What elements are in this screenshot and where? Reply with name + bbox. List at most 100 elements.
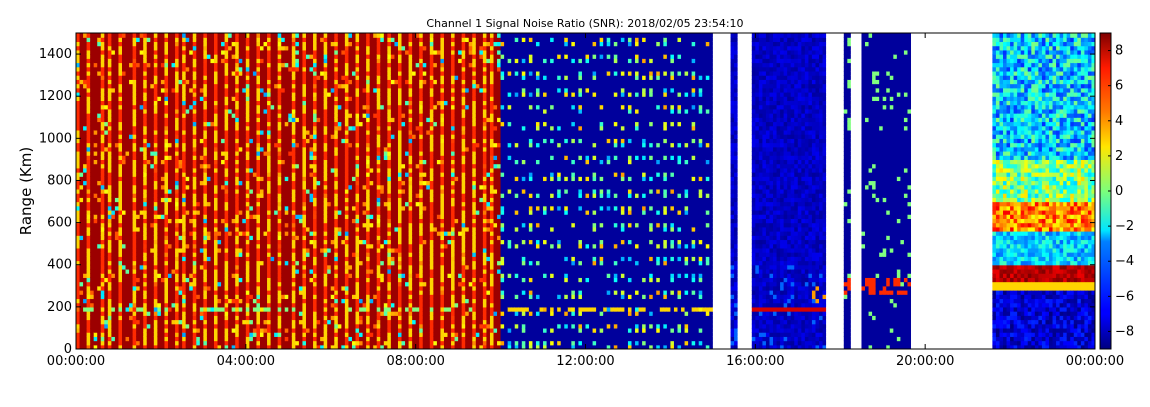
heatmap-cell — [231, 311, 236, 316]
heatmap-cell — [277, 96, 282, 102]
heatmap-cell — [298, 298, 304, 304]
heatmap-cell — [118, 58, 123, 64]
heatmap-cell — [122, 323, 127, 329]
heatmap-cell — [76, 290, 81, 295]
heatmap-cell — [150, 138, 155, 144]
heatmap-cell — [132, 91, 137, 97]
heatmap-cell — [182, 209, 187, 215]
heatmap-cell — [238, 87, 243, 93]
heatmap-cell — [185, 146, 190, 152]
heatmap-cell — [298, 273, 304, 278]
heatmap-cell — [270, 201, 275, 207]
heatmap-cell — [263, 226, 268, 232]
heatmap-cell — [132, 70, 137, 76]
heatmap-cell — [213, 302, 219, 308]
heatmap-cell — [93, 268, 98, 274]
heatmap-cell — [189, 315, 194, 321]
heatmap-cell — [281, 129, 286, 135]
heatmap-cell — [291, 121, 296, 127]
heatmap-cell — [111, 33, 116, 38]
heatmap-cell — [76, 294, 81, 300]
heatmap-cell — [76, 167, 81, 173]
heatmap-cell — [129, 332, 134, 337]
heatmap-cell — [160, 113, 166, 118]
heatmap-cell — [302, 344, 307, 349]
heatmap-cell — [242, 142, 247, 148]
heatmap-cell — [252, 54, 258, 59]
heatmap-cell — [295, 108, 300, 114]
heatmap-cell — [288, 100, 293, 106]
heatmap-cell — [256, 113, 261, 118]
heatmap-cell — [79, 159, 84, 165]
heatmap-cell — [111, 264, 116, 270]
heatmap-cell — [231, 150, 236, 156]
heatmap-cell — [270, 33, 275, 38]
heatmap-cell — [171, 125, 176, 131]
heatmap-cell — [182, 159, 187, 165]
heatmap-cell — [221, 231, 226, 236]
heatmap-cell — [305, 311, 311, 316]
heatmap-cell — [291, 197, 296, 203]
heatmap-cell — [111, 222, 116, 228]
heatmap-cell — [79, 222, 84, 228]
heatmap-cell — [125, 277, 130, 283]
heatmap-cell — [118, 218, 123, 224]
heatmap-cell — [291, 222, 296, 228]
heatmap-cell — [146, 49, 151, 55]
heatmap-cell — [164, 327, 169, 333]
heatmap-cell — [302, 104, 307, 110]
heatmap-cell — [298, 311, 304, 316]
heatmap-cell — [111, 79, 116, 85]
heatmap-cell — [129, 49, 134, 55]
heatmap-cell — [221, 197, 226, 203]
heatmap-cell — [90, 222, 95, 228]
heatmap-cell — [146, 235, 151, 241]
heatmap-cell — [206, 70, 212, 76]
heatmap-cell — [178, 167, 183, 173]
heatmap-cell — [298, 193, 304, 198]
heatmap-cell — [295, 327, 300, 333]
heatmap-cell — [274, 159, 279, 165]
heatmap-cell — [114, 193, 120, 198]
heatmap-cell — [199, 235, 204, 241]
heatmap-cell — [164, 87, 169, 93]
heatmap-cell — [129, 294, 134, 300]
heatmap-cell — [114, 226, 120, 232]
heatmap-cell — [206, 281, 212, 287]
heatmap-cell — [277, 91, 282, 97]
heatmap-cell — [192, 264, 197, 270]
heatmap-cell — [210, 209, 215, 215]
heatmap-cell — [305, 66, 311, 72]
heatmap-cell — [153, 218, 158, 224]
heatmap-cell — [178, 121, 183, 127]
heatmap-cell — [111, 188, 116, 194]
heatmap-cell — [252, 75, 258, 80]
heatmap-cell — [122, 163, 127, 169]
heatmap-cell — [97, 281, 102, 287]
heatmap-cell — [196, 58, 201, 64]
heatmap-cell — [196, 235, 201, 241]
heatmap-cell — [182, 311, 187, 316]
heatmap-cell — [256, 87, 261, 93]
heatmap-cell — [111, 121, 116, 127]
heatmap-cell — [122, 54, 127, 59]
heatmap-cell — [277, 113, 282, 118]
heatmap-cell — [242, 340, 247, 346]
heatmap-cell — [175, 323, 180, 329]
heatmap-cell — [217, 256, 222, 262]
heatmap-cell — [199, 87, 204, 93]
heatmap-cell — [213, 214, 219, 219]
heatmap-cell — [100, 117, 105, 123]
heatmap-cell — [213, 138, 219, 144]
heatmap-cell — [270, 264, 275, 270]
heatmap-cell — [111, 184, 116, 190]
heatmap-cell — [224, 49, 229, 55]
heatmap-cell — [210, 96, 215, 102]
heatmap-cell — [97, 268, 102, 274]
heatmap-cell — [288, 155, 293, 160]
heatmap-cell — [196, 193, 201, 198]
heatmap-cell — [291, 256, 296, 262]
heatmap-cell — [178, 113, 183, 118]
heatmap-cell — [199, 146, 204, 152]
heatmap-cell — [139, 129, 144, 135]
